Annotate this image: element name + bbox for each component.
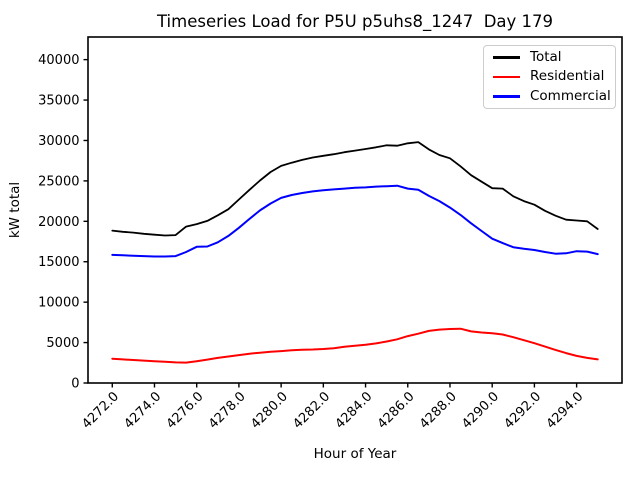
y-tick-label: 25000	[38, 174, 79, 189]
x-tick-label: 4288.0	[417, 389, 460, 432]
x-tick-label: 4294.0	[544, 389, 587, 432]
y-axis-ticks: 0 5000 10000 15000 20000 25000 30000 35000 40000	[38, 53, 88, 392]
legend-label: Total	[530, 48, 562, 65]
legend-label: Commercial	[530, 87, 611, 104]
legend-label: Residential	[530, 68, 605, 85]
series-line-total	[111, 141, 599, 237]
x-axis-label: Hour of Year	[313, 446, 397, 462]
x-tick-label: 4282.0	[290, 389, 333, 432]
legend-entry-commercial: Commercial	[484, 87, 615, 105]
series-line-commercial	[111, 184, 599, 258]
x-tick-label: 4272.0	[79, 389, 122, 432]
x-tick-label: 4292.0	[501, 389, 544, 432]
legend-line-sample-total	[493, 56, 520, 59]
y-tick-label: 5000	[46, 336, 79, 351]
x-tick-label: 4274.0	[122, 389, 165, 432]
x-tick-label: 4276.0	[164, 389, 207, 432]
y-tick-label: 35000	[38, 94, 79, 109]
x-tick-label: 4278.0	[206, 389, 249, 432]
y-tick-label: 15000	[38, 255, 79, 270]
legend-line-sample-commercial	[493, 95, 520, 98]
legend-entry-residential: Residential	[484, 68, 615, 86]
series-line-residential	[111, 327, 599, 364]
x-tick-label: 4280.0	[248, 389, 291, 432]
x-axis-ticks: 4272.0 4274.0 4276.0 4278.0 4280.0 4282.0 4284…	[79, 383, 586, 432]
y-tick-label: 30000	[38, 134, 79, 149]
plot-frame	[87, 36, 623, 384]
legend-line-sample-residential	[493, 75, 520, 79]
legend-entry-total: Total	[484, 49, 615, 67]
y-tick-label: 10000	[38, 296, 79, 311]
x-tick-label: 4286.0	[375, 389, 418, 432]
y-tick-label: 0	[71, 377, 79, 392]
x-tick-label: 4290.0	[459, 389, 502, 432]
y-tick-label: 40000	[38, 53, 79, 68]
chart-title: Timeseries Load for P5U p5uhs8_1247 Day …	[156, 12, 554, 31]
legend: Total Residential Commercial	[483, 45, 616, 109]
x-tick-label: 4284.0	[333, 389, 376, 432]
y-tick-label: 20000	[38, 215, 79, 230]
y-axis-label: kW total	[7, 181, 23, 239]
